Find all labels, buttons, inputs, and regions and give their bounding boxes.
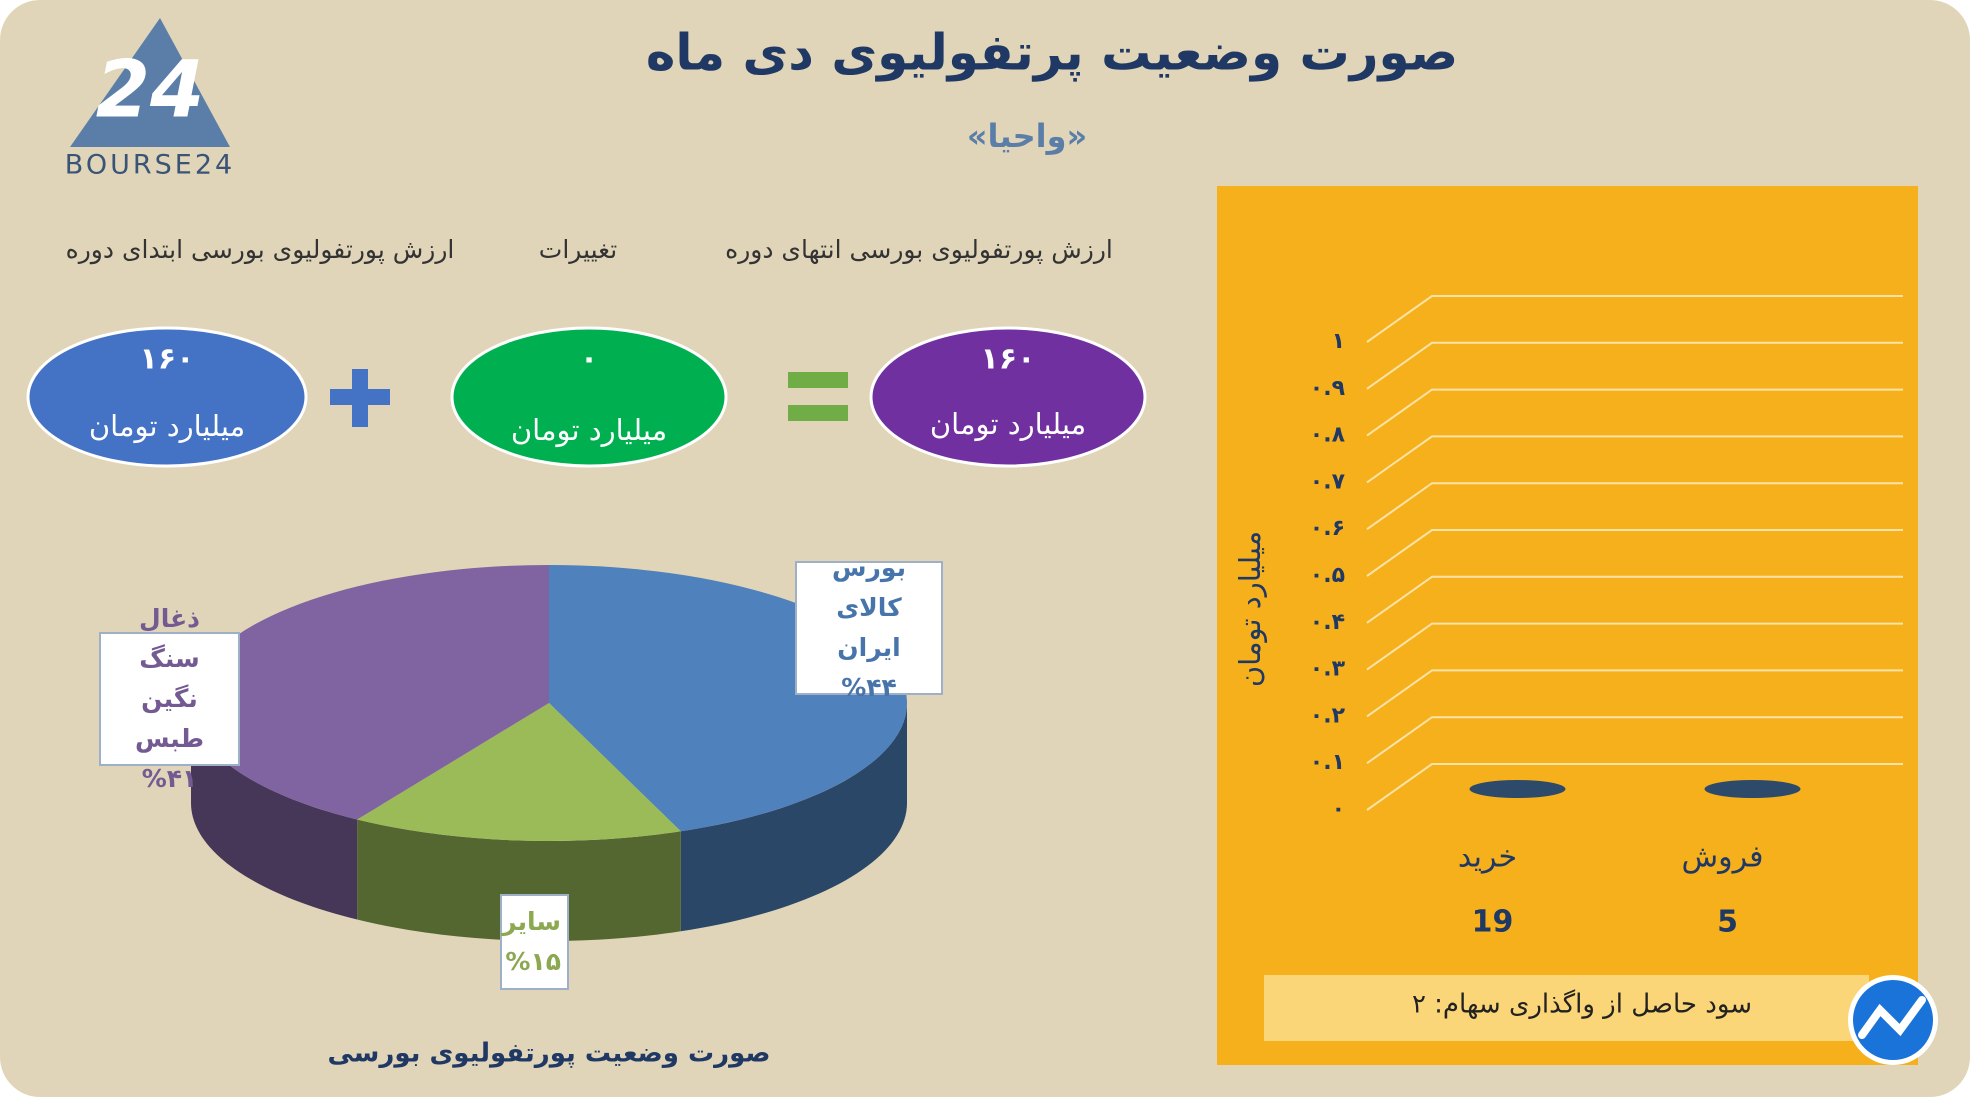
oval-amount: ۱۶۰ bbox=[981, 342, 1036, 377]
count-label: 19 bbox=[1472, 905, 1514, 940]
subtitle: «واحیا» bbox=[967, 117, 1087, 155]
grid-line bbox=[1366, 341, 1903, 390]
y-tick-label: ۱ bbox=[1332, 329, 1345, 354]
pie-slice bbox=[357, 703, 681, 841]
equals-sign bbox=[788, 372, 848, 388]
grid-line bbox=[1366, 669, 1903, 718]
bar bbox=[1469, 780, 1566, 798]
oval-unit: میلیارد تومان bbox=[930, 407, 1086, 441]
y-tick-label: ۰.۳ bbox=[1310, 657, 1346, 682]
y-tick-label: ۰.۲ bbox=[1310, 703, 1346, 728]
pie-category: سایر bbox=[502, 907, 561, 936]
logo-triangle bbox=[70, 18, 230, 147]
badge-arrow bbox=[1858, 996, 1926, 1039]
bar bbox=[1704, 780, 1801, 798]
y-tick-label: ۰.۷ bbox=[1310, 469, 1346, 494]
logo-name: BOURSE24 bbox=[65, 150, 235, 181]
y-tick-label: ۰.۶ bbox=[1310, 516, 1345, 541]
oval-amount: ۱۶۰ bbox=[140, 342, 195, 377]
grid-line bbox=[1366, 388, 1903, 437]
grid-line bbox=[1366, 763, 1903, 811]
pie-title: صورت وضعیت پورتفولیوی بورسی bbox=[328, 1039, 771, 1069]
oval-amount: ۰ bbox=[580, 342, 598, 377]
y-axis-label: میلیارد تومان bbox=[1233, 531, 1267, 687]
y-tick-label: ۰.۸ bbox=[1310, 423, 1346, 448]
x-tick-label: فروش bbox=[1681, 840, 1763, 875]
pie-side bbox=[191, 703, 358, 920]
grid-line bbox=[1366, 716, 1903, 765]
equals-sign bbox=[788, 405, 848, 421]
pie-slice bbox=[191, 565, 549, 820]
note-box bbox=[1264, 975, 1869, 1041]
pie-value-label: %۴۴ bbox=[841, 673, 897, 702]
equation-heading: ارزش پورتفولیوی بورسی انتهای دوره bbox=[725, 235, 1113, 265]
grid-line bbox=[1366, 295, 1903, 343]
equation-heading: ارزش پورتفولیوی بورسی ابتدای دوره bbox=[66, 235, 455, 265]
oval-unit: میلیارد تومان bbox=[511, 413, 667, 447]
pie-category: ذغال سنگ نگین طبس bbox=[134, 604, 205, 753]
y-tick-label: ۰.۱ bbox=[1310, 750, 1345, 775]
equation-heading: تغییرات bbox=[539, 235, 617, 264]
grid-line bbox=[1366, 529, 1903, 577]
oval-unit: میلیارد تومان bbox=[89, 409, 245, 443]
pie-label: ذغال سنگ نگین طبس %۴۱ bbox=[99, 604, 240, 793]
note: سود حاصل از واگذاری سهام: ۲ bbox=[1412, 989, 1752, 1020]
title: صورت وضعیت پرتفولیوی دی ماه bbox=[646, 24, 1458, 83]
pie-value-label: %۴۱ bbox=[141, 764, 198, 793]
y-tick-label: ۰.۵ bbox=[1310, 563, 1345, 588]
y-tick-label: ۰ bbox=[1332, 797, 1345, 822]
grid-line bbox=[1366, 435, 1903, 484]
pie-value-label: %۱۵ bbox=[505, 947, 561, 976]
oval bbox=[450, 326, 728, 468]
grid-line bbox=[1366, 622, 1903, 671]
bar-panel bbox=[1217, 186, 1918, 1065]
grid-line bbox=[1366, 482, 1903, 531]
logo-mark: 24 bbox=[96, 45, 205, 135]
oval bbox=[869, 326, 1147, 468]
pie-side bbox=[680, 703, 907, 932]
pie-side bbox=[357, 819, 681, 941]
pie-category: بورس کالای ایران bbox=[832, 553, 906, 662]
plus-sign bbox=[330, 369, 390, 427]
pie-label: سایر %۱۵ bbox=[500, 894, 569, 990]
y-tick-label: ۰.۹ bbox=[1310, 376, 1345, 401]
x-tick-label: خرید bbox=[1458, 840, 1517, 875]
grid-line bbox=[1366, 575, 1903, 624]
oval bbox=[26, 326, 308, 468]
count-label: 5 bbox=[1717, 905, 1738, 940]
pie-label: بورس کالای ایران %۴۴ bbox=[795, 553, 943, 702]
y-tick-label: ۰.۴ bbox=[1310, 610, 1345, 635]
